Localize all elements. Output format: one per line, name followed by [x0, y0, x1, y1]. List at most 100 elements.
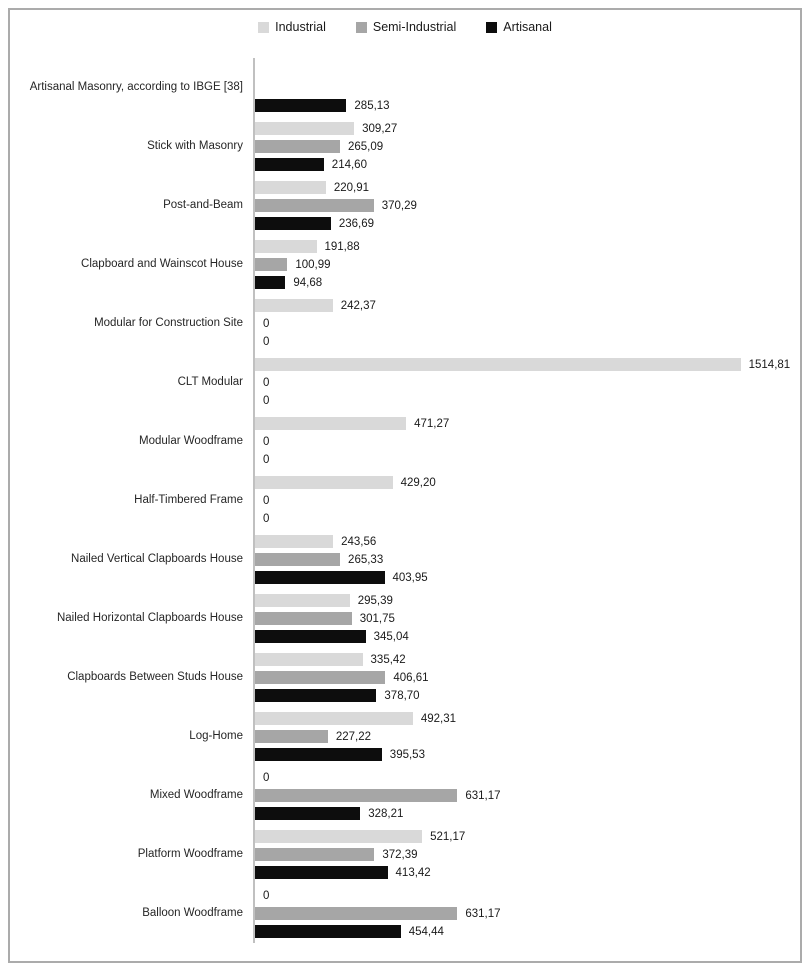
bar-artisanal [255, 630, 366, 643]
bar-industrial [255, 181, 326, 194]
bar-slot: 236,69 [255, 217, 800, 230]
value-label: 0 [263, 889, 270, 902]
bar-slot: 395,53 [255, 748, 800, 761]
category-label: Platform Woodframe [137, 848, 243, 861]
value-label: 370,29 [381, 199, 417, 212]
bar-semi-industrial [255, 671, 386, 684]
category-bar-group: 335,42 406,61 378,70 [253, 648, 800, 707]
bar-semi-industrial [255, 848, 375, 861]
category-bar-group: 243,56 265,33 403,95 [253, 530, 800, 589]
bar-industrial [255, 240, 317, 253]
category-label: Balloon Woodframe [142, 907, 243, 920]
bar-semi-industrial [255, 789, 458, 802]
value-label: 471,27 [414, 417, 450, 430]
bar-slot: 265,09 [255, 140, 800, 153]
category-label: Stick with Masonry [147, 140, 243, 153]
chart-row: Half-Timbered Frame 429,20 0 0 [10, 471, 800, 530]
bar-slot: 370,29 [255, 199, 800, 212]
bar-semi-industrial [255, 553, 341, 566]
category-bar-group: 0 631,17 328,21 [253, 766, 800, 825]
bar-slot: 227,22 [255, 730, 800, 743]
legend-swatch-industrial-icon [258, 21, 270, 33]
legend-item-industrial: Industrial [258, 20, 326, 34]
bar-slot: 191,88 [255, 240, 800, 253]
value-label: 1514,81 [748, 358, 791, 371]
category-label: Mixed Woodframe [149, 789, 243, 802]
category-bar-group: 429,20 0 0 [253, 471, 800, 530]
category-bar-group: 242,37 0 0 [253, 294, 800, 353]
value-label: 220,91 [333, 181, 369, 194]
bar-artisanal [255, 807, 361, 820]
chart-row: Clapboards Between Studs House 335,42 406,… [10, 648, 800, 707]
value-label: 94,68 [293, 276, 323, 289]
category-bar-group: 1514,81 0 0 [253, 353, 800, 412]
category-bar-group: 295,39 301,75 345,04 [253, 589, 800, 648]
legend-swatch-semi-industrial-icon [355, 21, 367, 33]
bar-slot: 0 [255, 453, 800, 466]
bar-industrial [255, 830, 423, 843]
value-label: 265,33 [348, 553, 384, 566]
bar-industrial [255, 299, 333, 312]
value-label: 454,44 [408, 925, 444, 938]
value-label: 242,37 [340, 299, 376, 312]
chart-row: Clapboard and Wainscot House 191,88 100,99… [10, 235, 800, 294]
bar-artisanal [255, 158, 324, 171]
category-label: Modular for Construction Site [94, 317, 243, 330]
bar-slot: 471,27 [255, 417, 800, 430]
bar-slot: 0 [255, 376, 800, 389]
bar-slot: 631,17 [255, 907, 800, 920]
value-label: 631,17 [465, 789, 501, 802]
category-label: Nailed Vertical Clapboards House [71, 553, 243, 566]
value-label: 227,22 [335, 730, 372, 743]
bar-industrial [255, 594, 350, 607]
bar-slot: 0 [255, 494, 800, 507]
bar-artisanal [255, 99, 347, 112]
bar-slot: 372,39 [255, 848, 800, 861]
bar-slot: 301,75 [255, 612, 800, 625]
value-label: 243,56 [341, 535, 377, 548]
bar-semi-industrial [255, 258, 288, 271]
bar-semi-industrial [255, 730, 328, 743]
bar-artisanal [255, 276, 286, 289]
value-label: 413,42 [395, 866, 431, 879]
value-label: 285,13 [354, 99, 390, 112]
bar-slot: 0 [255, 335, 800, 348]
bar-slot: 0 [255, 394, 800, 407]
chart-row: Modular for Construction Site 242,37 0 0 [10, 294, 800, 353]
bar-artisanal [255, 217, 331, 230]
value-label: 521,17 [430, 830, 466, 843]
bar-slot: 403,95 [255, 571, 800, 584]
bar-slot: 220,91 [255, 181, 800, 194]
value-label: 0 [263, 771, 270, 784]
grouped-bar-chart: Artisanal Masonry, according to IBGE [38… [10, 58, 800, 943]
category-bar-group: 471,27 0 0 [253, 412, 800, 471]
bar-artisanal [255, 925, 401, 938]
bar-slot: 0 [255, 889, 800, 902]
value-label: 345,04 [373, 630, 409, 643]
category-label: Modular Woodframe [139, 435, 243, 448]
value-label: 378,70 [384, 689, 420, 702]
bar-industrial [255, 122, 355, 135]
bar-slot [255, 63, 800, 76]
value-label: 328,21 [368, 807, 404, 820]
value-label: 406,61 [393, 671, 429, 684]
bar-slot: 378,70 [255, 689, 800, 702]
chart-frame: Industrial Semi-Industrial Artisanal Art… [8, 8, 802, 963]
bar-industrial [255, 358, 741, 371]
value-label: 372,39 [382, 848, 418, 861]
chart-row: Artisanal Masonry, according to IBGE [38… [10, 58, 800, 117]
category-bar-group: 309,27 265,09 214,60 [253, 117, 800, 176]
category-label: Clapboard and Wainscot House [81, 258, 243, 271]
legend-swatch-artisanal-icon [486, 21, 498, 33]
bar-slot: 454,44 [255, 925, 800, 938]
chart-row: Post-and-Beam 220,91 370,29 236,69 [10, 176, 800, 235]
bar-slot: 100,99 [255, 258, 800, 271]
bar-slot: 406,61 [255, 671, 800, 684]
bar-slot: 0 [255, 317, 800, 330]
value-label: 0 [263, 512, 270, 525]
bar-slot: 429,20 [255, 476, 800, 489]
bar-artisanal [255, 689, 377, 702]
bar-artisanal [255, 748, 382, 761]
value-label: 309,27 [362, 122, 398, 135]
